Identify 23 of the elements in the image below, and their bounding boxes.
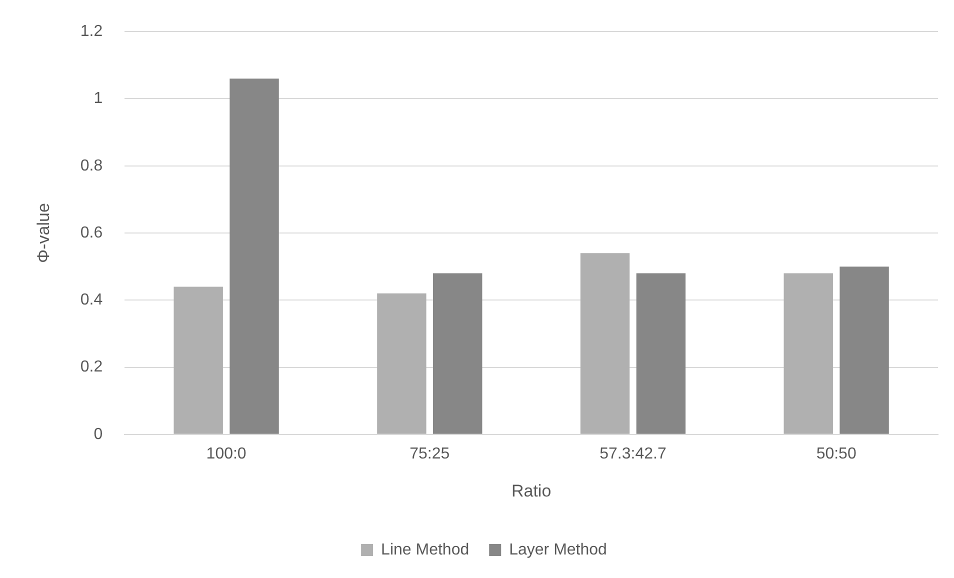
y-tick-label: 0	[94, 426, 103, 443]
x-axis-title: Ratio	[511, 481, 552, 500]
legend-label: Layer Method	[509, 541, 607, 558]
bar	[784, 273, 833, 434]
bar	[433, 273, 482, 434]
x-tick-label: 100:0	[206, 445, 246, 462]
bar	[636, 273, 686, 434]
y-tick-label: 1.2	[80, 23, 103, 40]
y-axis-title: Φ-value	[34, 203, 53, 263]
x-tick-label: 57.3:42.7	[600, 445, 666, 462]
y-tick-label: 0.6	[80, 224, 103, 242]
y-tick-label: 0.8	[80, 157, 103, 174]
bar	[840, 266, 889, 434]
x-tick-label: 50:50	[816, 445, 856, 462]
bar	[580, 253, 630, 434]
y-tick-label: 0.2	[80, 358, 103, 376]
y-tick-label: 0.4	[80, 292, 103, 309]
legend-label: Line Method	[381, 541, 470, 558]
bar	[174, 286, 223, 434]
bar	[377, 293, 426, 434]
bar	[230, 78, 279, 434]
y-tick-label: 1	[94, 90, 103, 108]
x-tick-label: 75:25	[410, 445, 450, 462]
